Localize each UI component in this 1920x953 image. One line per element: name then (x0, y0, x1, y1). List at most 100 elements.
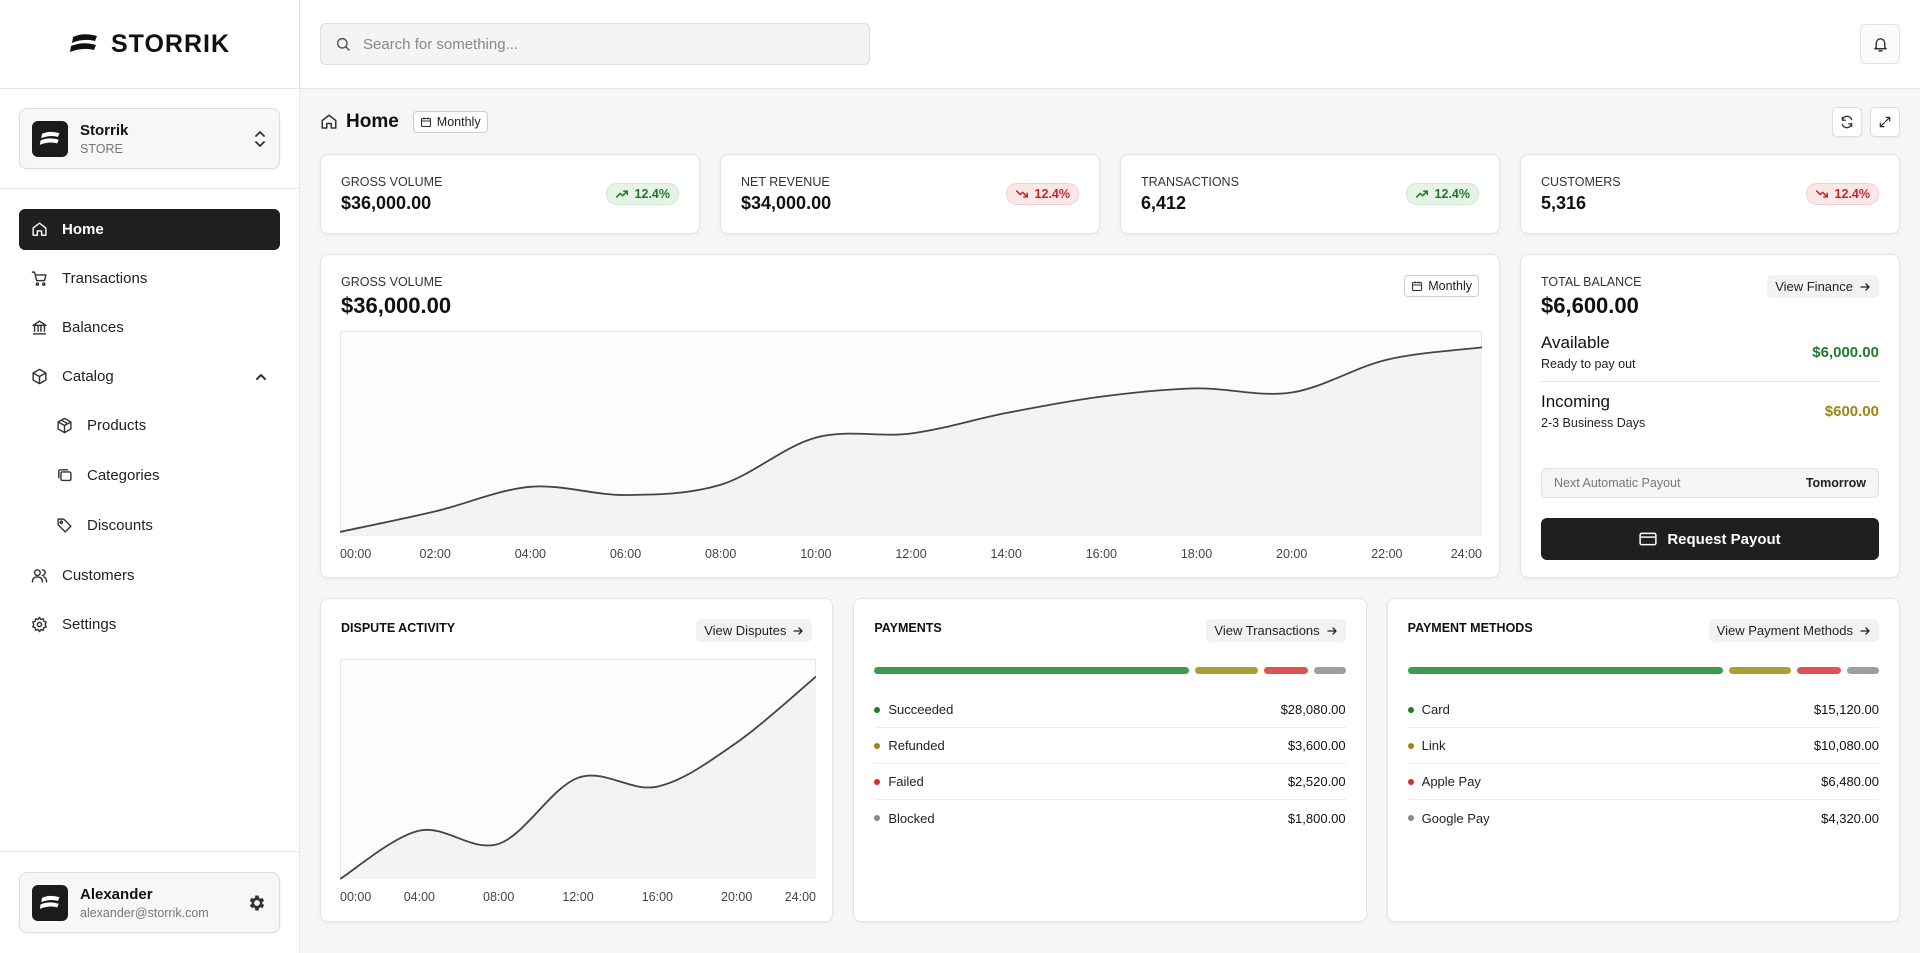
dispute-x-tick-label: 24:00 (785, 890, 816, 904)
list-item: Card $15,120.00 (1407, 692, 1879, 728)
nav-item-catalog[interactable]: Catalog (19, 356, 280, 397)
payout-when: Tomorrow (1805, 476, 1866, 490)
refresh-icon (1841, 115, 1853, 129)
link-label: View Finance (1775, 279, 1853, 294)
view-disputes-link[interactable]: View Disputes (696, 619, 813, 642)
refresh-button[interactable] (1832, 107, 1862, 137)
status-dot (1407, 778, 1414, 785)
nav-label-transactions: Transactions (62, 270, 148, 287)
gross-volume-x-tick-label: 18:00 (1181, 547, 1212, 561)
user-email: alexander@storrik.com (80, 905, 209, 920)
card-label: TOTAL BALANCE (1541, 275, 1642, 289)
balance-sub: 2-3 Business Days (1541, 416, 1646, 430)
dispute-activity-chart: 00:00 04:00 08:00 12:00 16:00 20:00 24:00 (340, 659, 816, 904)
kpi-value: 5,316 (1541, 192, 1587, 213)
nav-item-products[interactable]: Products (44, 405, 280, 446)
list-item: Blocked $1,800.00 (874, 800, 1346, 836)
gear-icon (32, 616, 47, 633)
kpi-card-transactions[interactable]: TRANSACTIONS 6,412 12.4% (1120, 154, 1500, 234)
period-selector[interactable]: Monthly (412, 111, 488, 133)
list-item: Apple Pay $6,480.00 (1407, 764, 1879, 800)
item-value: $10,080.00 (1813, 738, 1879, 753)
available-balance-row: Available Ready to pay out $6,000.00 (1541, 323, 1879, 382)
item-label: Refunded (888, 738, 945, 753)
kpi-card-gross-volume[interactable]: GROSS VOLUME $36,000.00 12.4% (320, 154, 700, 234)
gross-volume-x-tick-label: 20:00 (1276, 547, 1307, 561)
link-label: View Payment Methods (1716, 623, 1853, 638)
item-value: $2,520.00 (1287, 774, 1346, 789)
nav-item-discounts[interactable]: Discounts (44, 505, 280, 546)
request-payout-label: Request Payout (1667, 530, 1781, 548)
nav-item-settings[interactable]: Settings (19, 604, 280, 645)
store-switcher[interactable]: Storrik STORE (19, 108, 280, 169)
item-label: Card (1421, 702, 1450, 717)
gross-volume-x-tick-label: 02:00 (420, 547, 451, 561)
logo[interactable]: STORRIK (0, 0, 299, 89)
item-value: $4,320.00 (1821, 810, 1879, 826)
link-label: View Transactions (1214, 623, 1320, 638)
view-finance-link[interactable]: View Finance (1767, 275, 1879, 298)
status-dot (1407, 742, 1414, 749)
nav-item-balances[interactable]: Balances (19, 307, 280, 348)
settings-gear-icon[interactable] (247, 893, 267, 913)
expand-button[interactable] (1870, 107, 1900, 137)
nav-label-catalog: Catalog (62, 368, 114, 385)
list-item: Failed $2,520.00 (874, 764, 1346, 800)
card-value: $36,000.00 (341, 293, 452, 318)
bar-segment-apple-pay (1797, 667, 1842, 674)
kpi-label: NET REVENUE (741, 174, 830, 189)
item-value: $28,080.00 (1280, 702, 1346, 717)
main-nav: Home Transactions Balances Catalog Produ… (0, 189, 299, 851)
search-input[interactable]: Search for something... (320, 23, 870, 65)
view-payment-methods-link[interactable]: View Payment Methods (1708, 619, 1879, 642)
total-balance-card: TOTAL BALANCE $6,600.00 View Finance Ava… (1520, 254, 1900, 578)
gross-volume-x-tick-label: 16:00 (1086, 547, 1117, 561)
kpi-card-net-revenue[interactable]: NET REVENUE $34,000.00 12.4% (720, 154, 1100, 234)
dispute-activity-card: DISPUTE ACTIVITY View Disputes 00:00 04:0… (320, 598, 834, 922)
gross-volume-chart: 00:00 02:00 04:00 06:00 08:00 10:00 12:00 14:00… (340, 331, 1482, 561)
trending-up-icon (615, 190, 628, 198)
nav-label-balances: Balances (62, 319, 124, 336)
payments-card: PAYMENTS View Transactions (853, 598, 1367, 922)
nav-item-home[interactable]: Home (19, 209, 280, 250)
brand-name: STORRIK (110, 29, 231, 58)
trend-value: 12.4% (1034, 187, 1070, 201)
nav-item-transactions[interactable]: Transactions (19, 258, 280, 299)
user-card[interactable]: Alexander alexander@storrik.com (19, 872, 280, 933)
chart-period-selector[interactable]: Monthly (1404, 275, 1479, 297)
balance-title: Incoming (1541, 392, 1610, 411)
card-title: PAYMENT METHODS (1407, 621, 1533, 635)
nav-label-discounts: Discounts (87, 517, 153, 534)
calendar-icon (420, 117, 431, 128)
status-dot (1407, 706, 1414, 713)
bar-segment-failed (1264, 667, 1308, 674)
request-payout-button[interactable]: Request Payout (1541, 518, 1879, 560)
dispute-x-tick-label: 00:00 (340, 890, 371, 904)
next-payout-box: Next Automatic Payout Tomorrow (1541, 468, 1879, 498)
card-value: $6,600.00 (1541, 293, 1639, 318)
chevron-up-icon[interactable] (254, 370, 268, 384)
notifications-button[interactable] (1860, 24, 1900, 64)
payout-label: Next Automatic Payout (1554, 476, 1681, 490)
arrow-right-icon (1860, 282, 1870, 291)
nav-item-customers[interactable]: Customers (19, 555, 280, 596)
nav-label-settings: Settings (62, 616, 117, 633)
status-dot (874, 742, 881, 749)
bell-icon (1873, 37, 1887, 52)
page-title: Home (346, 111, 399, 132)
arrow-right-icon (1860, 626, 1870, 635)
incoming-balance-row: Incoming 2-3 Business Days $600.00 (1541, 382, 1879, 440)
kpi-label: GROSS VOLUME (341, 174, 443, 189)
view-transactions-link[interactable]: View Transactions (1206, 619, 1346, 642)
status-dot (874, 706, 881, 713)
bar-segment-blocked (1313, 667, 1346, 674)
bank-icon (32, 320, 47, 335)
incoming-amount: $600.00 (1824, 402, 1879, 420)
trend-value: 12.4% (1434, 187, 1470, 201)
kpi-card-customers[interactable]: CUSTOMERS 5,316 12.4% (1520, 154, 1900, 234)
item-value: $6,480.00 (1821, 774, 1879, 789)
item-label: Link (1421, 738, 1446, 753)
nav-item-categories[interactable]: Categories (44, 455, 280, 496)
item-label: Google Pay (1421, 810, 1490, 826)
card-label: GROSS VOLUME (341, 275, 443, 289)
